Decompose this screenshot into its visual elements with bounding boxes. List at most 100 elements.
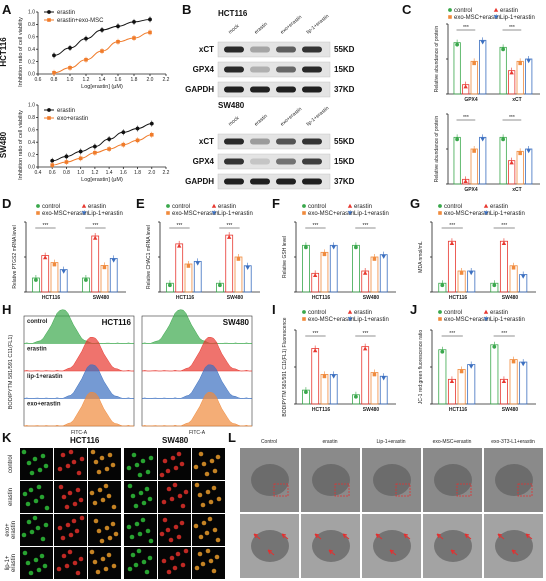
cell-spot xyxy=(64,563,70,569)
kd-label: 37KD xyxy=(334,85,355,94)
mitochondria-arrow xyxy=(375,533,383,540)
bar xyxy=(320,251,329,293)
cell-spot xyxy=(60,535,66,541)
cell-spot xyxy=(212,468,218,474)
mitochondria-arrow xyxy=(436,533,444,540)
cell-spot xyxy=(111,504,117,510)
bar-point xyxy=(511,359,516,364)
cell-spot xyxy=(37,467,43,473)
a-bottom-chart: 0.4 0.6 0.8 1.0 1.2 1.4 1.6 1.8 2.0 2.2 0.0 0.2 0.4 0… xyxy=(28,103,170,183)
data-point xyxy=(100,28,104,32)
legend-label: exo-MSC+erastin xyxy=(42,211,89,217)
legend-label: Lip-1+erastin xyxy=(88,211,123,217)
f-ylabel: Relative GSH level xyxy=(282,236,288,278)
data-point xyxy=(116,24,120,29)
x-tick-label: 1.2 xyxy=(91,170,98,176)
cell-spot xyxy=(89,490,95,496)
cell-spot xyxy=(56,566,62,572)
category-label: xCT xyxy=(512,97,521,103)
k-sw-title: SW480 xyxy=(162,436,189,445)
legend-label: erastin+exo-MSC xyxy=(57,18,104,24)
x-tick-label: 0.8 xyxy=(51,77,58,83)
x-tick-label: 0.4 xyxy=(35,170,42,176)
cell-spot xyxy=(60,452,66,458)
legend-marker xyxy=(302,310,306,314)
x-axis-label: Log[erastin] (μM) xyxy=(81,84,123,90)
legend-marker xyxy=(47,10,51,14)
histogram-track xyxy=(23,364,134,399)
bar-point xyxy=(322,374,327,379)
legend-label: Lip-1+erastin xyxy=(490,317,525,323)
x-tick-label: 1.4 xyxy=(99,77,106,83)
a-bottom-ylabel: Inhibition ratio of cell viability xyxy=(18,110,24,180)
legend-label: Lip-1+erastin xyxy=(500,15,535,21)
bar xyxy=(470,60,478,95)
bar-point xyxy=(509,70,514,75)
cell-spot xyxy=(25,560,31,566)
kd-label: 55KD xyxy=(334,45,355,54)
bar-point xyxy=(501,47,506,52)
panel-a: HCT116 SW480 Inhibition ratio of cell vi… xyxy=(0,10,170,183)
lane-label: mock xyxy=(227,23,240,36)
cell-spot xyxy=(126,465,132,471)
mitochondria-arrow xyxy=(328,549,336,556)
data-point xyxy=(149,132,154,137)
category-label: xCT xyxy=(512,187,521,193)
bar xyxy=(499,378,508,405)
bar xyxy=(352,244,360,293)
data-point xyxy=(116,39,120,44)
significance-stars: *** xyxy=(43,223,49,229)
lane-label: lip-1+erastin xyxy=(305,105,330,127)
legend-marker xyxy=(438,211,442,215)
x-axis-label: FITC-A xyxy=(71,430,88,436)
legend-marker xyxy=(438,317,442,321)
category-label: SW480 xyxy=(502,295,519,301)
data-point xyxy=(135,138,140,143)
cell-spot xyxy=(179,520,185,526)
cell-spot xyxy=(168,537,174,543)
tem-cell-body xyxy=(495,464,533,496)
bar-point xyxy=(463,84,468,89)
cell-spot xyxy=(68,532,74,538)
cell-spot xyxy=(214,554,220,560)
category-label: HCT116 xyxy=(449,407,468,413)
blot-strip xyxy=(217,153,331,170)
cell-spot xyxy=(194,482,200,488)
bar xyxy=(438,349,447,405)
l-image-grid: Control erastin Lip-1+erastin exo-MSC+erast… xyxy=(240,439,543,578)
cell-spot xyxy=(127,566,133,572)
x-tick-label: 0.6 xyxy=(49,170,56,176)
bar xyxy=(499,46,507,95)
histogram-track xyxy=(141,364,252,399)
cell-spot xyxy=(148,455,154,461)
legend-label: exo-MSC+erastin xyxy=(308,211,355,217)
significance-stars: *** xyxy=(313,331,319,337)
tem-cell-body xyxy=(495,530,533,562)
cell-spot xyxy=(147,555,153,561)
data-point xyxy=(64,160,69,164)
bar-point xyxy=(322,252,327,257)
zoom-box xyxy=(273,483,289,497)
y-tick-label: 0.8 xyxy=(28,22,35,28)
x-tick-label: 0.8 xyxy=(63,170,70,176)
kd-label: 55KD xyxy=(334,137,355,146)
histogram-title: SW480 xyxy=(223,318,250,327)
x-tick-label: 1.6 xyxy=(120,170,127,176)
bar xyxy=(370,256,379,293)
bar-point xyxy=(449,241,455,245)
x-axis-label: Log[erastin] (μM) xyxy=(81,177,123,183)
cell-spot xyxy=(211,485,217,491)
blot-band xyxy=(276,138,296,145)
cell-spot xyxy=(183,548,189,554)
cell-spot xyxy=(177,493,183,499)
cell-spot xyxy=(161,558,167,564)
cell-spot xyxy=(29,529,35,535)
bar xyxy=(109,257,118,293)
bar xyxy=(50,262,59,293)
bar xyxy=(447,240,456,293)
mitochondria-arrow xyxy=(314,533,322,540)
blot-band xyxy=(250,66,270,73)
cell-spot xyxy=(100,497,106,503)
axis-line xyxy=(431,330,536,405)
legend-marker xyxy=(81,203,87,208)
